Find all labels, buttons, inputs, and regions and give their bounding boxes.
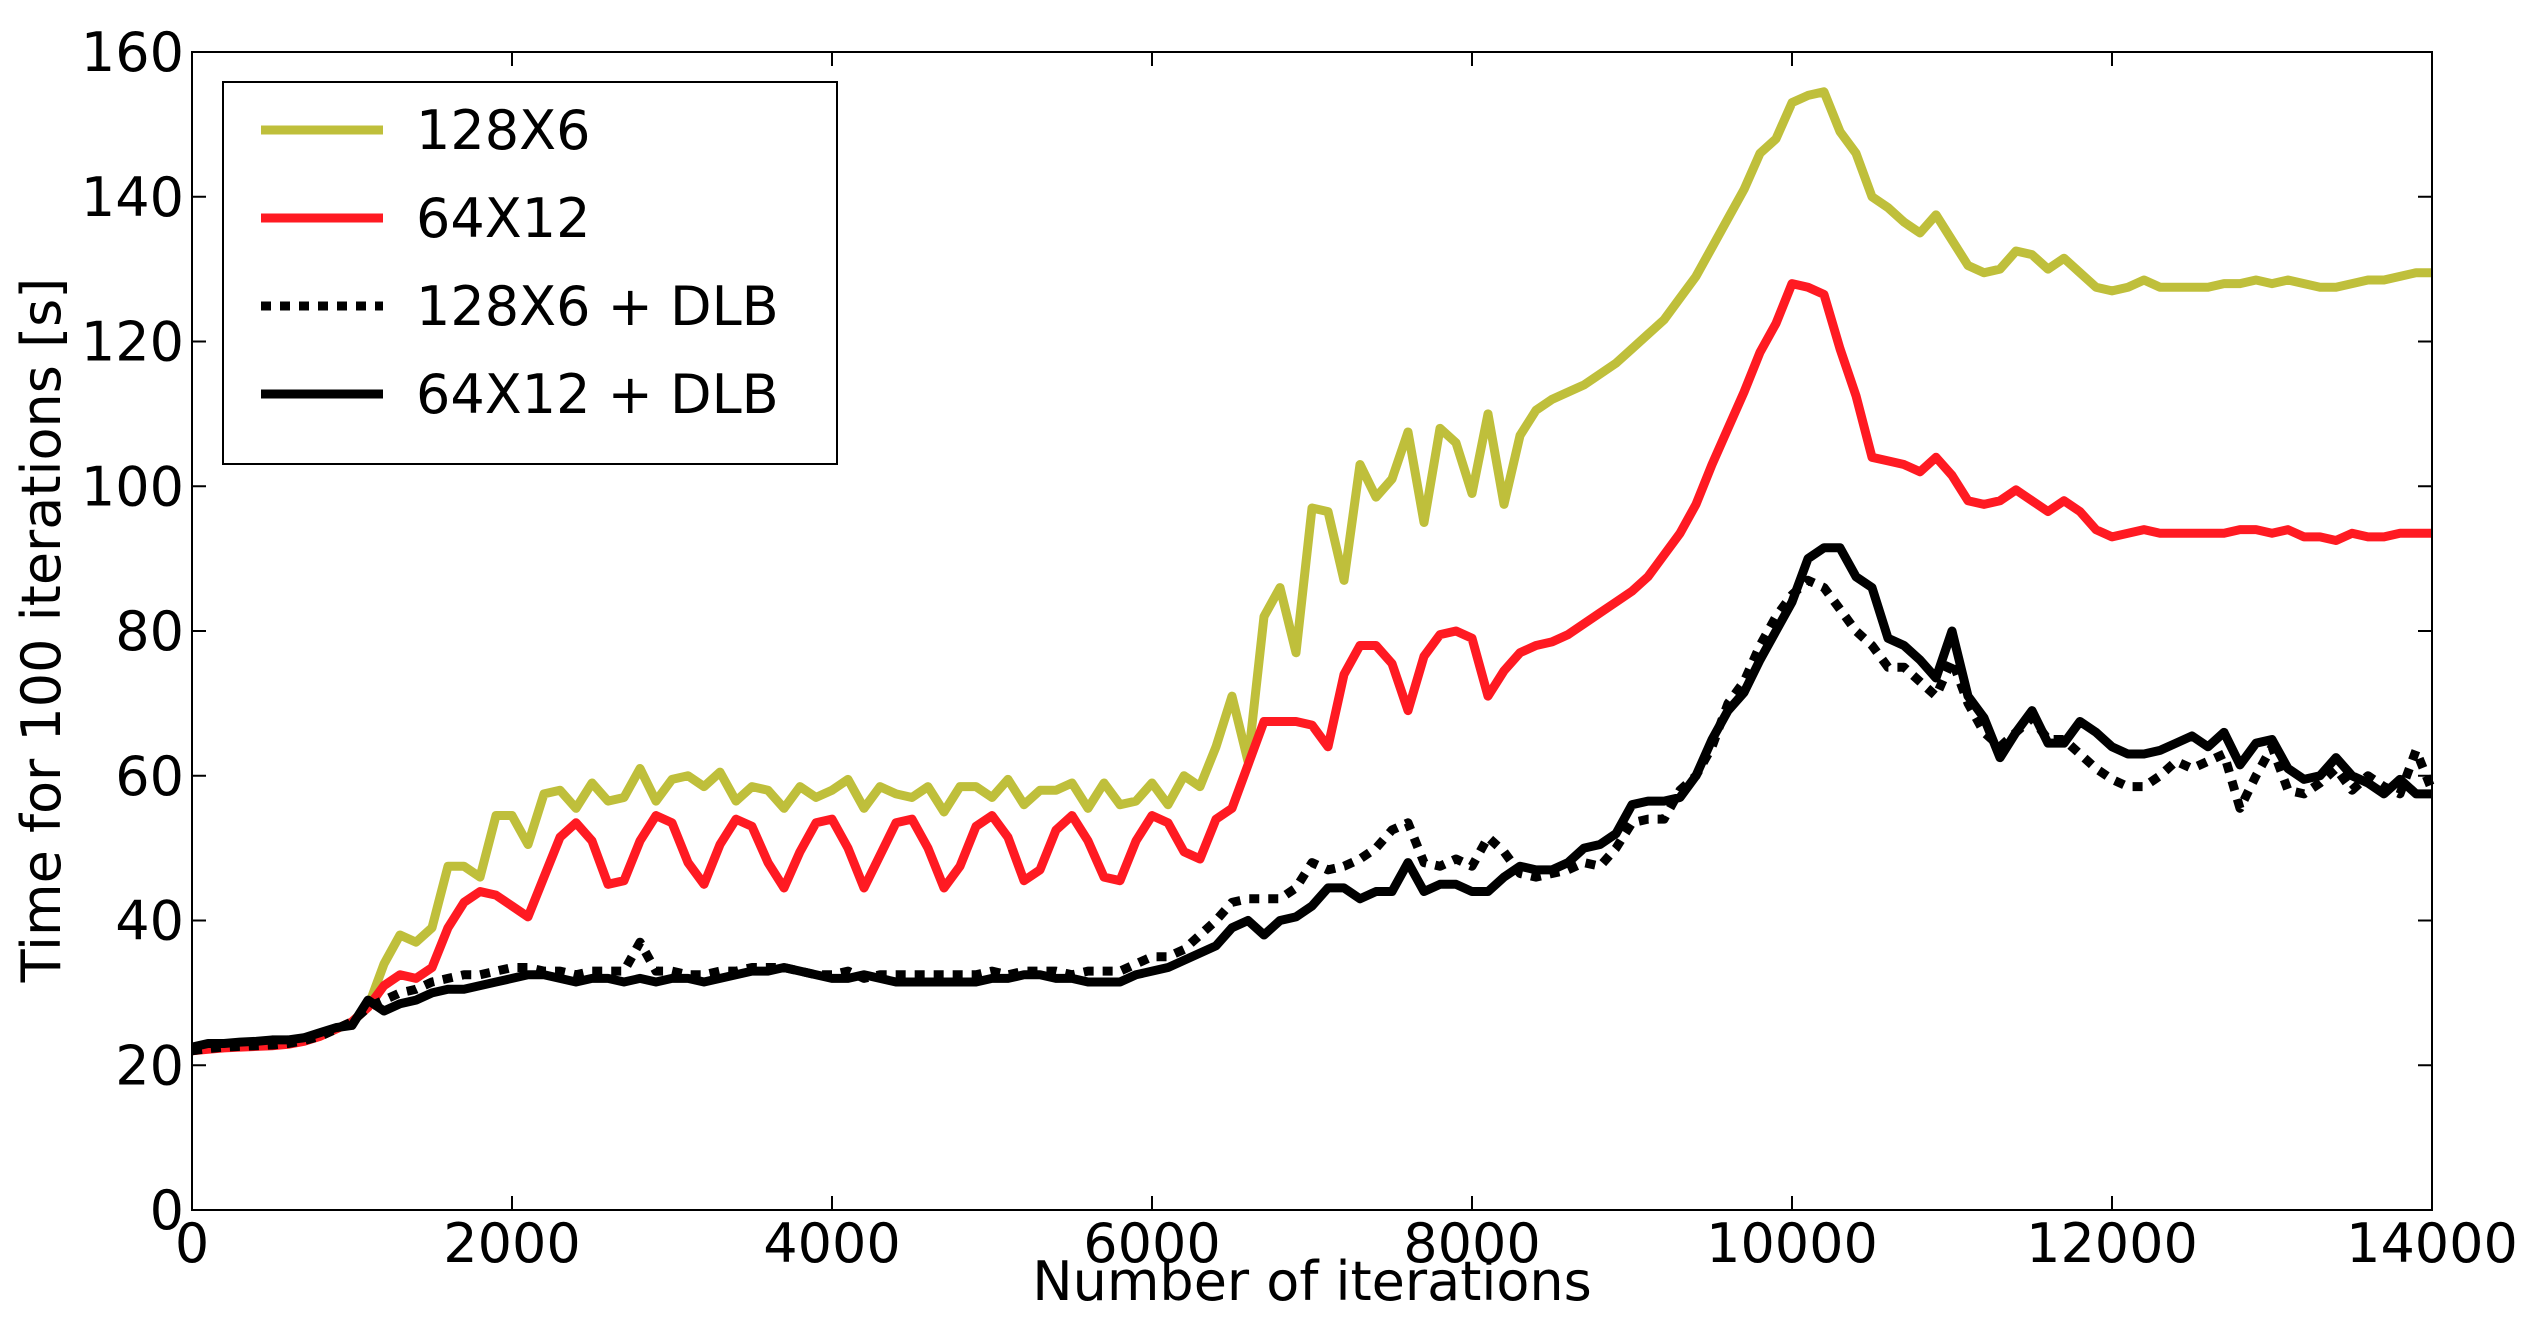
x-tick-label: 0 — [175, 1212, 209, 1275]
x-axis-label: Number of iterations — [1032, 1250, 1592, 1313]
legend: 128X6 64X12 128X6 + DLB 64X12 + DLB — [222, 81, 838, 465]
y-tick-label: 40 — [115, 890, 184, 953]
y-tick-label: 80 — [115, 600, 184, 663]
y-tick-label: 120 — [81, 311, 184, 374]
y-tick-label: 160 — [81, 21, 184, 84]
legend-box — [222, 81, 838, 465]
legend-label: 128X6 + DLB — [416, 275, 779, 338]
series-line — [191, 575, 2437, 1056]
x-tick-label: 12000 — [2026, 1212, 2198, 1275]
x-tick-label: 6000 — [1083, 1212, 1220, 1275]
y-tick-label: 20 — [115, 1034, 184, 1097]
y-tick-label: 140 — [81, 166, 184, 229]
y-tick-label: 0 — [150, 1179, 184, 1242]
series-line — [191, 543, 2432, 1052]
series-line — [191, 279, 2432, 1056]
legend-label: 128X6 — [416, 99, 590, 162]
series-line — [191, 87, 2432, 1056]
x-tick-label: 2000 — [443, 1212, 580, 1275]
y-axis-label: Time for 100 iterations [s] — [10, 278, 73, 984]
x-tick-label: 8000 — [1403, 1212, 1540, 1275]
x-tick-label: 10000 — [1706, 1212, 1878, 1275]
legend-label: 64X12 + DLB — [416, 363, 779, 426]
x-tick-label: 4000 — [763, 1212, 900, 1275]
y-tick-label: 60 — [115, 745, 184, 808]
x-tick-label: 14000 — [2346, 1212, 2518, 1275]
y-tick-label: 100 — [81, 455, 184, 518]
legend-label: 64X12 — [416, 187, 590, 250]
